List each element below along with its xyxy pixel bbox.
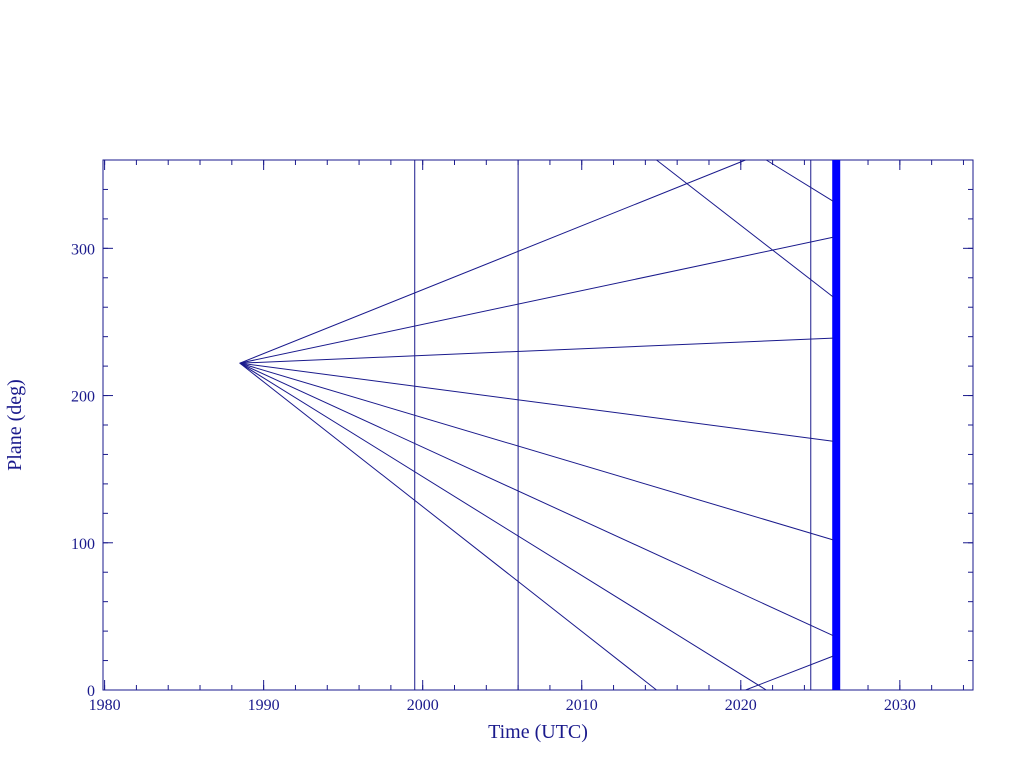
series-line — [239, 236, 834, 364]
x-tick-label: 1980 — [89, 697, 121, 714]
x-tick-label: 2020 — [725, 697, 757, 714]
plot-frame — [102, 159, 974, 691]
y-tick-label: 300 — [71, 241, 95, 258]
series-line — [239, 159, 834, 691]
x-tick-label: 2000 — [407, 697, 439, 714]
y-axis-label: Plane (deg) — [4, 379, 26, 471]
series-line — [239, 362, 834, 636]
series-line — [239, 159, 834, 691]
y-tick-label: 100 — [71, 536, 95, 553]
y-tick-label: 0 — [87, 683, 95, 700]
series-line — [239, 362, 834, 541]
series-line — [239, 159, 834, 691]
x-axis-label: Time (UTC) — [488, 721, 588, 743]
x-tick-label: 1990 — [248, 697, 280, 714]
x-tick-label: 2010 — [566, 697, 598, 714]
series-line — [239, 337, 834, 364]
x-tick-label: 2030 — [884, 697, 916, 714]
y-tick-label: 200 — [71, 389, 95, 406]
series-line — [239, 362, 834, 442]
